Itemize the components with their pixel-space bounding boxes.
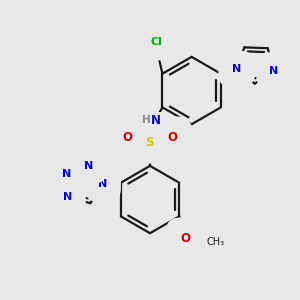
Text: O: O (180, 232, 190, 245)
Text: N: N (151, 114, 161, 127)
Text: N: N (269, 66, 279, 76)
Text: S: S (146, 136, 154, 148)
Text: Cl: Cl (151, 37, 162, 47)
Text: N: N (98, 178, 108, 189)
Text: N: N (232, 64, 241, 74)
Text: N: N (63, 192, 72, 202)
Text: N: N (84, 160, 93, 170)
Text: O: O (122, 130, 132, 144)
Text: O: O (168, 130, 178, 144)
Text: CH₃: CH₃ (207, 237, 225, 247)
Text: H: H (142, 115, 150, 125)
Text: N: N (62, 169, 71, 179)
